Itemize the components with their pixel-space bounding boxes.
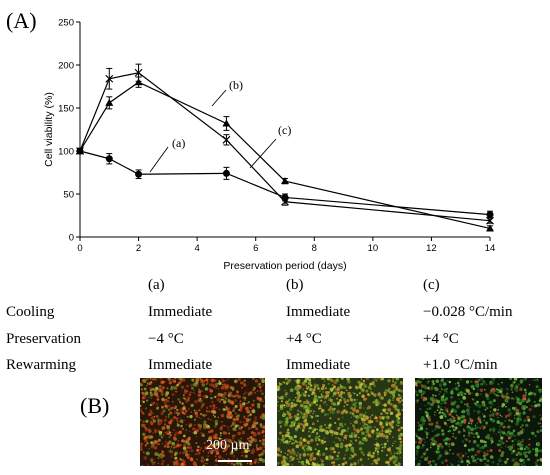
x-tick-label: 0 [77, 243, 82, 254]
table-cell: Immediate [286, 357, 351, 373]
data-point [76, 147, 84, 154]
table-cell: Immediate [286, 304, 351, 320]
scale-bar-line [218, 460, 252, 462]
data-point [281, 177, 289, 185]
x-tick-label: 8 [312, 243, 317, 254]
series-line [79, 81, 491, 229]
chart-axes [76, 21, 491, 241]
table-col-header-c: (c) [423, 277, 440, 293]
micrograph-c [415, 378, 542, 466]
data-point [135, 170, 143, 178]
data-point [105, 155, 113, 163]
y-tick-label: 250 [58, 18, 74, 29]
x-tick-label: 2 [136, 243, 141, 254]
micrograph-a: 200 µm [140, 378, 265, 466]
y-tick-label: 150 [58, 104, 74, 115]
y-tick-label: 100 [58, 147, 74, 158]
y-tick-label: 50 [63, 190, 74, 201]
data-point [486, 216, 494, 225]
annotation-leader [211, 89, 227, 107]
y-tick-label: 200 [58, 61, 74, 72]
data-point [134, 68, 143, 77]
data-point [105, 98, 114, 106]
table-cell: +1.0 °C/min [423, 357, 498, 373]
x-axis-label: Preservation period (days) [223, 260, 346, 272]
data-point [222, 119, 231, 127]
data-point [222, 135, 231, 144]
panel-label-a: (A) [6, 8, 37, 33]
scale-bar-label: 200 µm [206, 438, 250, 453]
x-tick-label: 10 [368, 243, 379, 254]
table-cell: +4 °C [286, 331, 322, 347]
annotation-leader [249, 138, 277, 169]
data-point [222, 169, 230, 177]
data-point [486, 211, 494, 219]
panel-label-b: (B) [80, 393, 110, 418]
series-0 [76, 147, 494, 219]
annotation-leader [149, 146, 169, 173]
data-point [134, 78, 143, 86]
series-line [79, 72, 491, 222]
data-point [281, 197, 289, 206]
data-point [486, 224, 494, 232]
table-cell: Immediate [148, 304, 213, 320]
series-annotation: (a) [172, 136, 185, 150]
y-tick-label: 0 [69, 233, 74, 244]
micrograph-b [277, 378, 403, 466]
viability-chart: 0 50 100 150 200 250 0 2 4 6 8 10 12 14 Preservation p… [43, 18, 495, 273]
table-cell: +4 °C [423, 331, 459, 347]
table-cell: Immediate [148, 357, 213, 373]
table-row-label: Rewarming [6, 357, 76, 373]
chart-labels: 0 50 100 150 200 250 0 2 4 6 8 10 12 14 Preservation p… [43, 18, 495, 273]
x-tick-label: 4 [194, 243, 199, 254]
table-row-label: Preservation [6, 331, 81, 347]
chart-series [76, 63, 494, 232]
table-row-label: Cooling [6, 304, 55, 320]
data-point [105, 74, 114, 83]
series-annotation: (c) [278, 123, 291, 137]
x-tick-label: 6 [253, 243, 258, 254]
y-axis-label: Cell viability (%) [43, 92, 55, 167]
x-tick-label: 12 [426, 243, 437, 254]
series-annotation: (b) [229, 78, 243, 92]
x-tick-label: 14 [485, 243, 496, 254]
table-cell: −0.028 °C/min [423, 304, 513, 320]
series-1 [76, 63, 494, 225]
table-col-header-b: (b) [286, 277, 304, 293]
series-line [79, 150, 491, 216]
table-col-header-a: (a) [148, 277, 165, 293]
series-2 [76, 76, 494, 232]
table-cell: −4 °C [148, 331, 184, 347]
